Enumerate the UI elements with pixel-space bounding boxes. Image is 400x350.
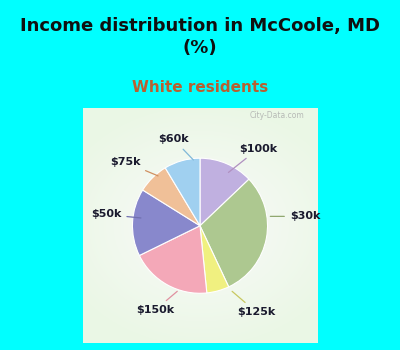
Wedge shape <box>132 190 200 256</box>
Text: Income distribution in McCoole, MD
(%): Income distribution in McCoole, MD (%) <box>20 17 380 57</box>
Wedge shape <box>200 158 249 226</box>
Text: $50k: $50k <box>91 210 141 219</box>
Text: $125k: $125k <box>232 291 276 317</box>
Wedge shape <box>200 179 268 287</box>
Text: City-Data.com: City-Data.com <box>250 111 304 120</box>
Text: White residents: White residents <box>132 80 268 95</box>
Wedge shape <box>143 168 200 226</box>
Wedge shape <box>165 158 200 226</box>
Wedge shape <box>139 226 207 293</box>
Text: $75k: $75k <box>110 157 158 176</box>
Wedge shape <box>200 226 229 293</box>
Text: $150k: $150k <box>136 291 177 315</box>
Text: $30k: $30k <box>270 211 320 221</box>
Text: $60k: $60k <box>158 134 193 160</box>
Text: $100k: $100k <box>228 144 277 173</box>
